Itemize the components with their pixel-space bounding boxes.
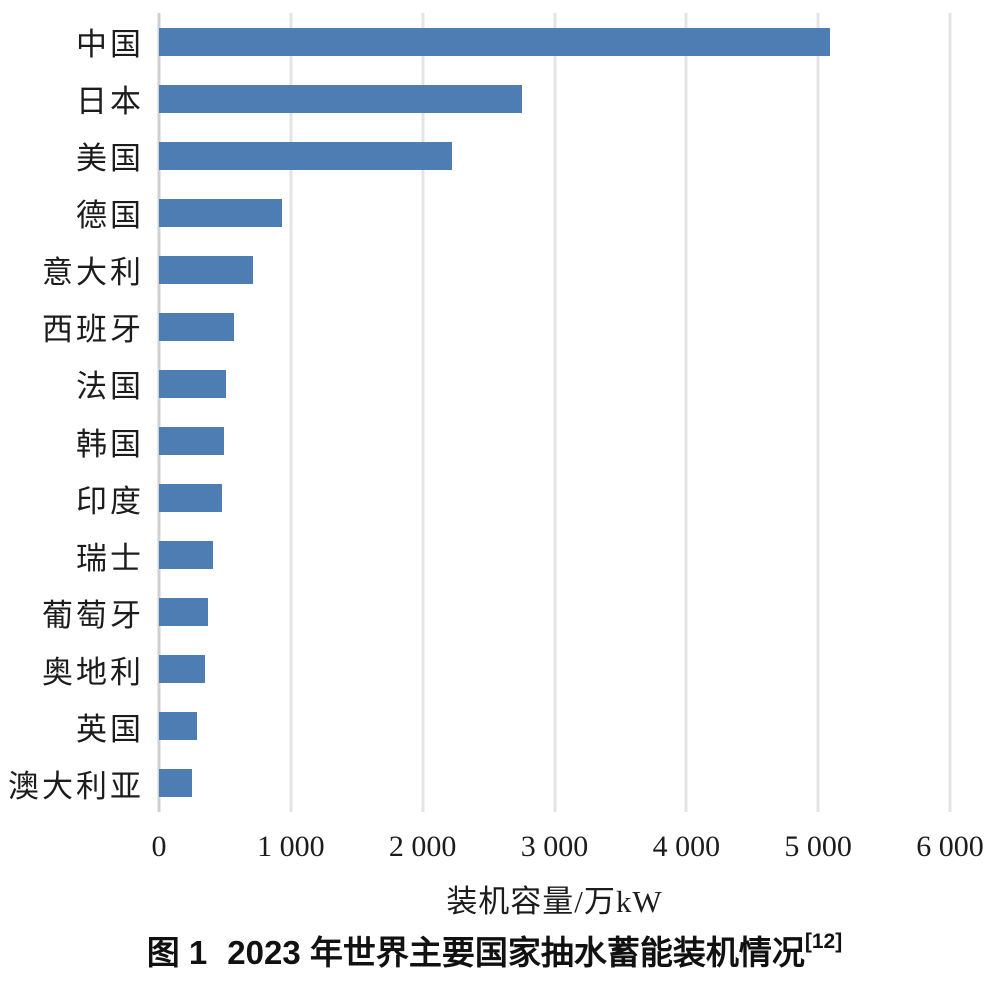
- y-axis-label: 美国: [76, 141, 144, 177]
- bar-row: [159, 127, 950, 184]
- y-axis-label: 澳大利亚: [8, 768, 144, 804]
- y-axis-label: 瑞士: [76, 540, 144, 576]
- bar: [159, 369, 227, 398]
- y-axis-label: 奥地利: [42, 654, 144, 690]
- y-axis-labels: 中国日本美国德国意大利西班牙法国韩国印度瑞士葡萄牙奥地利英国澳大利亚: [0, 13, 144, 812]
- bar: [159, 255, 253, 284]
- y-axis-label: 韩国: [76, 426, 144, 462]
- bar-row: [159, 755, 950, 812]
- bar: [159, 27, 831, 56]
- y-axis-label: 中国: [76, 27, 144, 63]
- bar: [159, 312, 235, 341]
- bar-row: [159, 241, 950, 298]
- bar: [159, 427, 224, 456]
- x-axis-ticks: 0 1 000 2 000 3 000 4 000 5 000 6 000: [152, 824, 984, 868]
- bar: [159, 712, 198, 741]
- gridline: [289, 13, 293, 812]
- bar: [159, 84, 522, 113]
- y-axis-label: 印度: [76, 483, 144, 519]
- bar-row: [159, 470, 950, 527]
- plot-area: [157, 13, 952, 812]
- gridline: [421, 13, 425, 812]
- bar-row: [159, 355, 950, 412]
- y-axis-label: 法国: [76, 369, 144, 405]
- bar-row: [159, 413, 950, 470]
- gridline: [948, 13, 952, 812]
- bar-row: [159, 184, 950, 241]
- bar: [159, 141, 452, 170]
- bar-row: [159, 70, 950, 127]
- bar-row: [159, 298, 950, 355]
- bar-row: [159, 584, 950, 641]
- y-axis-label: 意大利: [42, 255, 144, 291]
- bar-row: [159, 698, 950, 755]
- x-axis-tick-label: 4 000: [652, 830, 721, 863]
- figure-title: 2023 年世界主要国家抽水蓄能装机情况: [227, 934, 805, 971]
- gridline: [816, 13, 820, 812]
- axis-zero-line: [157, 13, 161, 812]
- bar: [159, 598, 208, 627]
- figure-caption: 图 1 2023 年世界主要国家抽水蓄能装机情况[12]: [0, 926, 989, 974]
- bar: [159, 198, 282, 227]
- x-axis-tick-label: 5 000: [784, 830, 852, 863]
- x-axis-title: 装机容量/万kW: [446, 884, 663, 919]
- x-axis-tick-label: 3 000: [520, 830, 589, 863]
- bar-row: [159, 13, 950, 70]
- gridline: [684, 13, 688, 812]
- bar-row: [159, 641, 950, 698]
- bar-row: [159, 527, 950, 584]
- bar: [159, 655, 206, 684]
- x-axis-tick-label: 2 000: [388, 830, 457, 863]
- gridline: [553, 13, 556, 812]
- x-axis-tick-label: 0: [151, 830, 167, 863]
- figure-number: 图 1: [146, 934, 208, 971]
- bar: [159, 541, 214, 570]
- y-axis-label: 英国: [76, 711, 144, 747]
- y-axis-label: 葡萄牙: [42, 597, 144, 633]
- x-axis-tick-label: 6 000: [916, 830, 984, 863]
- y-axis-label: 西班牙: [42, 312, 144, 348]
- citation-reference: [12]: [804, 930, 843, 953]
- y-axis-label: 德国: [76, 198, 144, 234]
- y-axis-label: 日本: [76, 84, 144, 120]
- bar: [159, 769, 192, 798]
- x-axis-tick-label: 1 000: [257, 830, 325, 863]
- bar: [159, 484, 223, 513]
